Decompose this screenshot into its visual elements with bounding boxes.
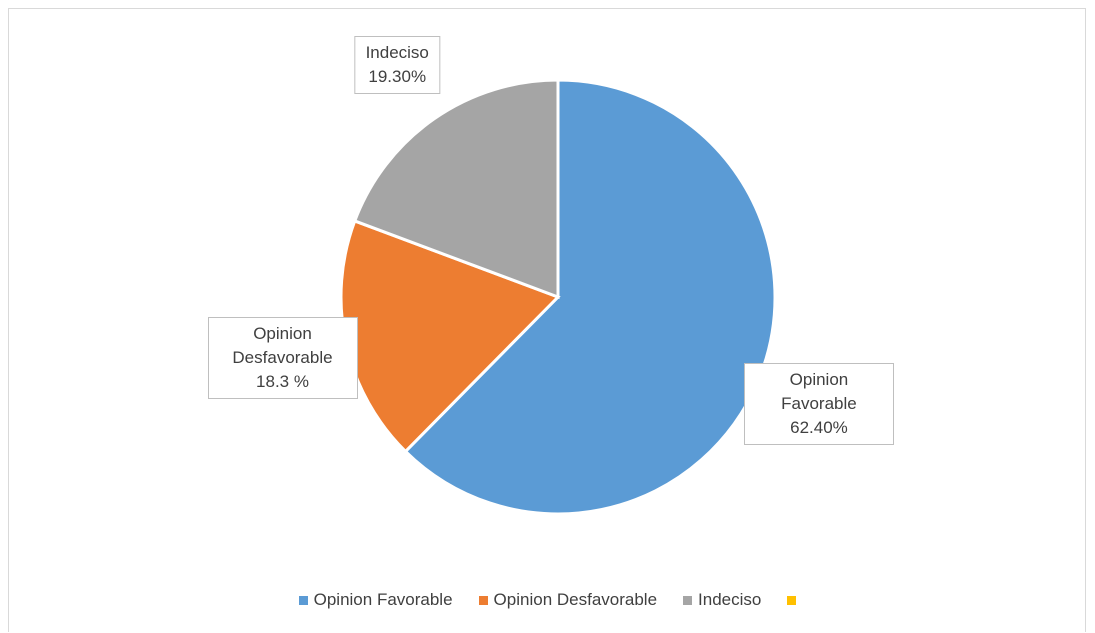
data-label: Opinion Desfavorable 18.3 % [207, 316, 358, 399]
legend-label: Indeciso [698, 590, 762, 609]
data-label-category: Opinion Favorable [781, 370, 857, 414]
legend-key [683, 595, 693, 605]
legend-item: Opinion Favorable [298, 590, 453, 610]
data-label-value: 19.30% [368, 67, 427, 87]
legend-item: Indeciso [683, 590, 761, 610]
legend-key [787, 595, 797, 605]
chart-frame [8, 8, 1086, 632]
data-label-category: Indeciso [365, 43, 429, 63]
data-label-value: 18.3 % [256, 371, 309, 391]
data-label-category: Opinion Desfavorable [232, 323, 333, 367]
legend-label: Opinion Desfavorable [493, 590, 658, 609]
pie-slice [352, 78, 560, 300]
legend-key [298, 595, 308, 605]
legend-label: Opinion Favorable [313, 590, 453, 609]
legend-item: Opinion Desfavorable [478, 590, 658, 610]
legend-key [478, 595, 488, 605]
data-label: Indeciso 19.30% [354, 36, 440, 95]
legend-item [787, 590, 797, 610]
data-label-value: 62.40% [790, 418, 848, 438]
data-label: Opinion Favorable 62.40% [743, 363, 894, 446]
legend: Opinion Favorable Opinion Desfavorable Ind… [0, 590, 1095, 610]
